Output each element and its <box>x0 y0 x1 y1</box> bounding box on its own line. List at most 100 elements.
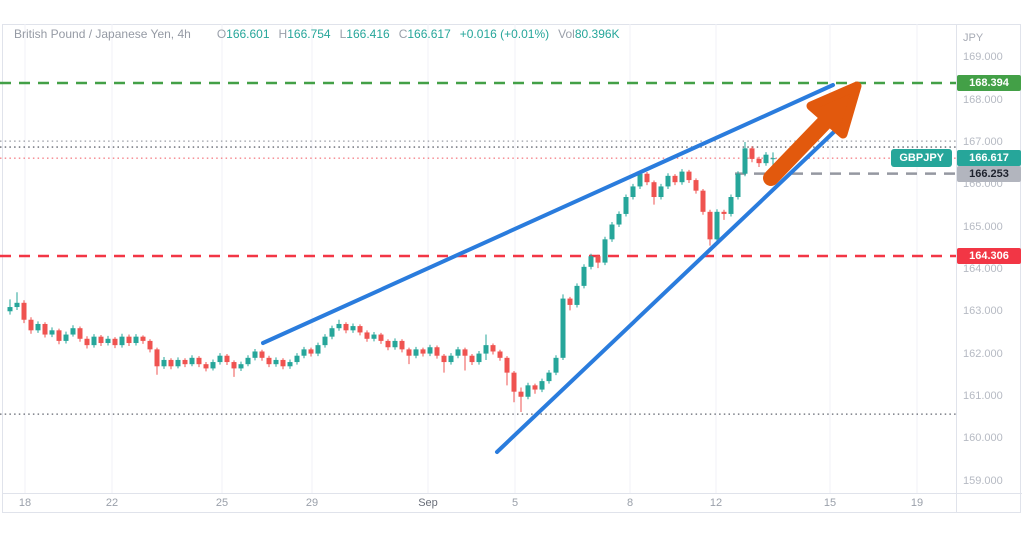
candle-down <box>224 355 230 363</box>
upper-trendline[interactable] <box>261 83 835 345</box>
time-axis-separator <box>2 493 1022 494</box>
chart-legend: British Pound / Japanese Yen, 4h O166.601… <box>14 27 620 41</box>
candle-up <box>483 345 489 354</box>
candle-down <box>462 349 468 356</box>
candle-up <box>238 364 244 369</box>
time-label-15: 15 <box>823 497 837 509</box>
candle-up <box>133 336 139 344</box>
symbol-title[interactable]: British Pound / Japanese Yen, 4h <box>14 27 191 41</box>
price-tick-label: 165.000 <box>963 220 1003 233</box>
lower-trendline[interactable] <box>495 128 838 454</box>
candle-up <box>553 357 559 373</box>
price-tick-label: 164.000 <box>963 262 1003 275</box>
candle-down <box>721 211 727 214</box>
candle-down <box>28 319 34 331</box>
candle-down <box>399 340 405 350</box>
candle-up <box>392 340 398 348</box>
candle-down <box>280 359 286 367</box>
time-axis[interactable]: 18 22 25 29 Sep 5 8 12 15 19 <box>0 494 1024 514</box>
breakout-arrow-head[interactable] <box>806 81 862 139</box>
candle-up <box>588 256 594 267</box>
price-tick-label: 161.000 <box>963 389 1003 402</box>
candle-up <box>679 171 685 183</box>
ohlc-label: C <box>398 27 408 41</box>
candle-down <box>651 182 657 198</box>
candle-up <box>161 359 167 367</box>
candle-up <box>252 351 258 358</box>
candle-down <box>168 359 174 367</box>
candle-down <box>595 256 601 263</box>
candle-up <box>315 345 321 354</box>
price-tick-label: 168.000 <box>963 93 1003 106</box>
candle-up <box>294 355 300 363</box>
candle-up <box>637 173 643 187</box>
time-label-25: 25 <box>215 497 229 509</box>
price-tick-label: 167.000 <box>963 135 1003 148</box>
candle-down <box>84 338 90 346</box>
candle-up <box>371 334 377 339</box>
candle-down <box>518 391 524 397</box>
candle-down <box>504 357 510 373</box>
candle-up <box>574 285 580 305</box>
candle-down <box>98 336 104 344</box>
price-tag-mid-level: 166.253 <box>957 165 1021 182</box>
candle-down <box>406 349 412 356</box>
candle-up <box>189 357 195 365</box>
candle-down <box>686 171 692 181</box>
candle-up <box>287 362 293 367</box>
ohlc-values: O166.601 H166.754 L166.416 C166.617 <box>217 27 460 41</box>
ohlc-label: L <box>339 27 347 41</box>
ohlc-value: 166.617 <box>407 27 451 41</box>
ohlc-value: 166.754 <box>287 27 331 41</box>
candle-down <box>490 345 496 352</box>
candle-up <box>581 266 587 286</box>
breakout-arrow-shaft[interactable] <box>763 115 832 186</box>
candle-up <box>210 362 216 369</box>
candle-down <box>644 173 650 183</box>
candle-up <box>49 330 55 335</box>
candle-down <box>434 347 440 356</box>
candle-down <box>259 351 265 358</box>
candle-down <box>441 355 447 363</box>
candle-up <box>413 349 419 356</box>
candle-down <box>385 340 391 348</box>
candle-up <box>14 302 20 308</box>
candle-down <box>567 298 573 305</box>
candle-up <box>322 336 328 346</box>
candle-up <box>91 336 97 346</box>
candle-up <box>602 239 608 263</box>
candle-up <box>448 355 454 363</box>
time-label-8: 8 <box>626 497 634 509</box>
ohlc-label: O <box>216 27 227 41</box>
candle-down <box>511 372 517 392</box>
candle-down <box>364 332 370 339</box>
candle-up <box>35 323 41 331</box>
candle-up <box>623 197 629 214</box>
candle-down <box>126 336 132 344</box>
candle-up <box>329 328 335 337</box>
time-label-12: 12 <box>709 497 723 509</box>
time-label-29: 29 <box>305 497 319 509</box>
candle-down <box>672 175 678 183</box>
candle-down <box>112 338 118 346</box>
candle-up <box>539 381 545 390</box>
candle-up <box>630 186 636 198</box>
price-tick-label: 169.000 <box>963 51 1003 64</box>
symbol-price-tag: GBPJPY <box>891 149 952 168</box>
candle-up <box>476 353 482 363</box>
price-axis[interactable]: JPY 169.000 168.000 167.000 166.000 165.000 1… <box>957 24 1024 493</box>
ohlc-value: 166.601 <box>226 27 270 41</box>
candle-up <box>658 186 664 198</box>
candle-up <box>728 197 734 214</box>
price-axis-separator <box>956 24 957 513</box>
candle-down <box>756 158 762 164</box>
candle-up <box>217 355 223 363</box>
candle-up <box>427 347 433 354</box>
time-label-22: 22 <box>105 497 119 509</box>
candle-down <box>203 364 209 369</box>
candle-up <box>119 336 125 346</box>
candle-down <box>21 302 27 320</box>
candle-up <box>525 385 531 397</box>
candle-up <box>273 359 279 365</box>
